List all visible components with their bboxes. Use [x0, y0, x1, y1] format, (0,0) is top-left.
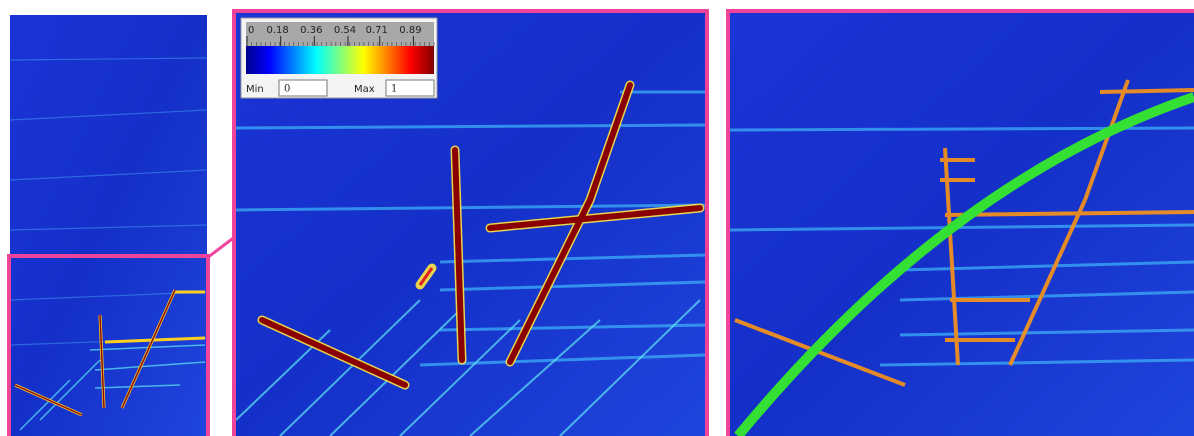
colorbar-tick-label: 0.54 [334, 25, 356, 36]
figure: Min 0 Max 1 0 0.18 0.36 0.54 0.71 0.89 [0, 0, 1194, 436]
max-label: Max [354, 84, 375, 95]
zoom-connector [207, 236, 236, 258]
colorbar-tick-label: 0.89 [399, 25, 421, 36]
colorbar-tick-label: 0 [248, 25, 254, 36]
colorbar-tick-label: 0.18 [267, 25, 289, 36]
colorbar-tick-label: 0.36 [300, 25, 322, 36]
left-image [10, 15, 207, 436]
colorbar-tick-label: 0.71 [366, 25, 388, 36]
colorbar-gradient [246, 46, 434, 74]
colorbar-widget: Min 0 Max 1 0 0.18 0.36 0.54 0.71 0.89 [241, 18, 437, 98]
right-image [730, 13, 1194, 436]
max-value: 1 [391, 84, 397, 95]
min-label: Min [246, 84, 264, 95]
min-value: 0 [284, 84, 290, 95]
